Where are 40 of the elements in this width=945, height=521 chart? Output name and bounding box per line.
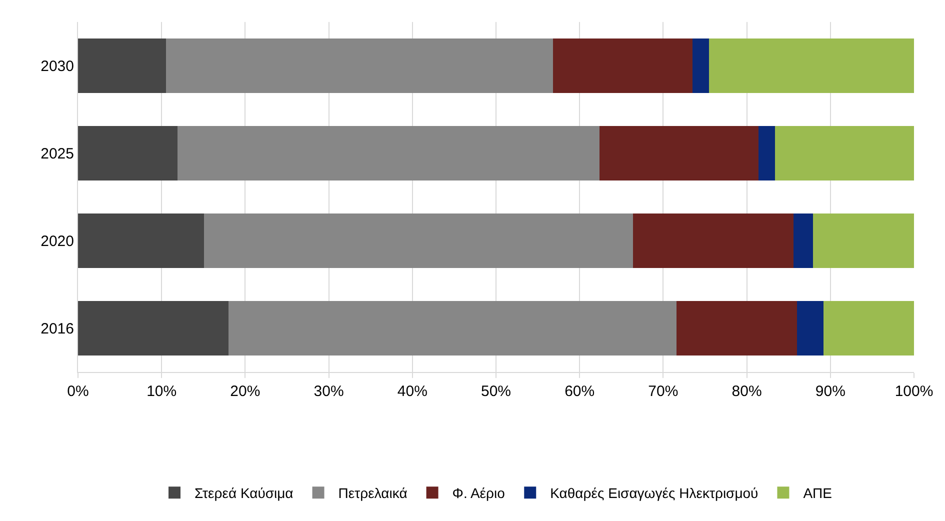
bar bbox=[166, 38, 553, 93]
x-tick-label: 80% bbox=[732, 383, 762, 400]
bar bbox=[78, 214, 204, 268]
bar bbox=[600, 126, 758, 180]
legend-label: Φ. Αέριο bbox=[452, 485, 506, 502]
legend-label: Καθαρές Εισαγωγές Ηλεκτρισμού bbox=[550, 485, 758, 502]
bar bbox=[78, 301, 228, 356]
bar bbox=[796, 301, 824, 356]
y-tick-label: 2030 bbox=[40, 58, 74, 75]
bar bbox=[78, 38, 166, 93]
bar bbox=[228, 301, 677, 356]
legend-label: Πετρελαικά bbox=[338, 485, 408, 502]
x-tick-label: 0% bbox=[67, 383, 89, 400]
bar bbox=[812, 214, 914, 268]
x-tick-label: 100% bbox=[894, 383, 934, 400]
legend-label: ΑΠΕ bbox=[803, 485, 832, 502]
bar bbox=[824, 301, 914, 356]
bar bbox=[692, 38, 710, 93]
bar bbox=[709, 38, 914, 93]
x-tick-label: 90% bbox=[815, 383, 846, 400]
bar bbox=[775, 126, 914, 180]
x-tick-label: 30% bbox=[314, 383, 344, 400]
bar bbox=[552, 38, 692, 93]
bar bbox=[78, 126, 178, 180]
x-tick-label: 50% bbox=[480, 383, 512, 400]
y-tick-label: 2016 bbox=[40, 320, 74, 338]
y-tick-label: 2020 bbox=[40, 233, 74, 250]
bar bbox=[633, 214, 794, 268]
bar bbox=[794, 214, 813, 268]
x-tick-label: 10% bbox=[146, 383, 177, 400]
legend-label: Στερεά Καύσιμα bbox=[194, 485, 294, 502]
bar bbox=[758, 126, 776, 180]
x-tick-label: 70% bbox=[648, 383, 678, 400]
bar bbox=[676, 301, 797, 356]
x-tick-label: 20% bbox=[230, 383, 260, 400]
y-tick-label: 2025 bbox=[40, 146, 74, 162]
x-tick-label: 60% bbox=[564, 383, 595, 400]
x-tick-label: 40% bbox=[397, 383, 428, 400]
bar bbox=[177, 126, 600, 180]
bar bbox=[204, 214, 634, 268]
